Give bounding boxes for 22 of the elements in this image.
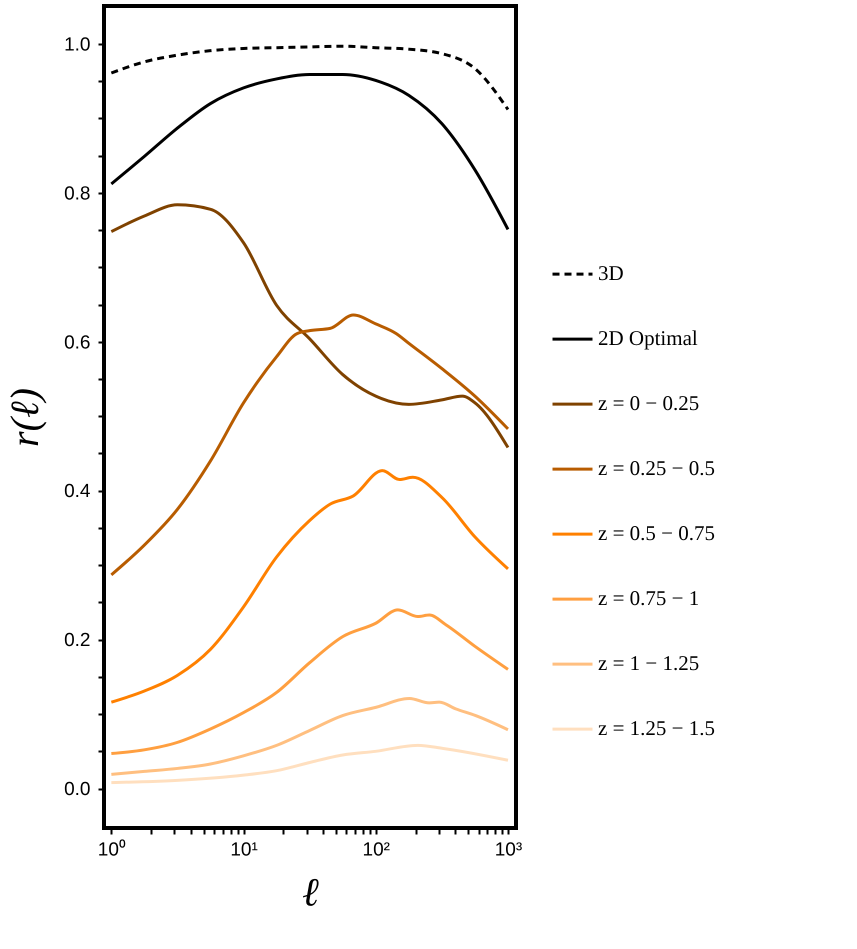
legend-label: z = 1.25 − 1.5 bbox=[598, 716, 716, 740]
y-tick-label: 1.0 bbox=[64, 34, 90, 56]
x-tick-label: 10³ bbox=[494, 840, 522, 860]
x-tick-label: 10² bbox=[362, 840, 390, 860]
x-axis-title: ℓ bbox=[302, 870, 320, 914]
x-tick-label: 10¹ bbox=[230, 840, 258, 860]
legend-label: z = 0 − 0.25 bbox=[598, 391, 700, 416]
legend-label: 3D bbox=[598, 261, 624, 286]
legend-label: z = 1 − 1.25 bbox=[598, 651, 700, 676]
line-series bbox=[110, 73, 510, 231]
y-tick-label: 0.6 bbox=[64, 332, 90, 354]
y-axis-title: r(ℓ) bbox=[2, 388, 48, 447]
y-tick-label: 0.4 bbox=[64, 481, 91, 502]
y-tick-label: 0.0 bbox=[64, 779, 90, 800]
line-series bbox=[110, 44, 510, 111]
legend-label: z = 0.25 − 0.5 bbox=[598, 456, 716, 480]
legend-label: z = 0.5 − 0.75 bbox=[598, 521, 716, 546]
x-tick-label: 10⁰ bbox=[98, 838, 126, 860]
y-tick-label: 0.8 bbox=[64, 183, 90, 204]
legend-label: z = 0.75 − 1 bbox=[598, 586, 700, 610]
y-tick-label: 0.2 bbox=[64, 630, 90, 652]
legend-label: 2D Optimal bbox=[598, 326, 698, 350]
